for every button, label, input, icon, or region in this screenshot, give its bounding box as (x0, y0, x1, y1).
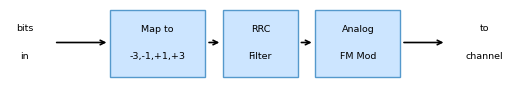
Text: -3,-1,+1,+3: -3,-1,+1,+3 (130, 52, 186, 61)
Text: Analog: Analog (342, 25, 374, 34)
Text: to: to (480, 24, 489, 33)
Text: in: in (21, 52, 29, 61)
Text: FM Mod: FM Mod (340, 52, 376, 61)
FancyBboxPatch shape (223, 10, 298, 76)
Text: Map to: Map to (142, 25, 174, 34)
Text: Filter: Filter (249, 52, 272, 61)
Text: bits: bits (16, 24, 33, 33)
FancyBboxPatch shape (315, 10, 400, 76)
FancyBboxPatch shape (110, 10, 205, 76)
Text: RRC: RRC (251, 25, 270, 34)
Text: channel: channel (466, 52, 504, 61)
